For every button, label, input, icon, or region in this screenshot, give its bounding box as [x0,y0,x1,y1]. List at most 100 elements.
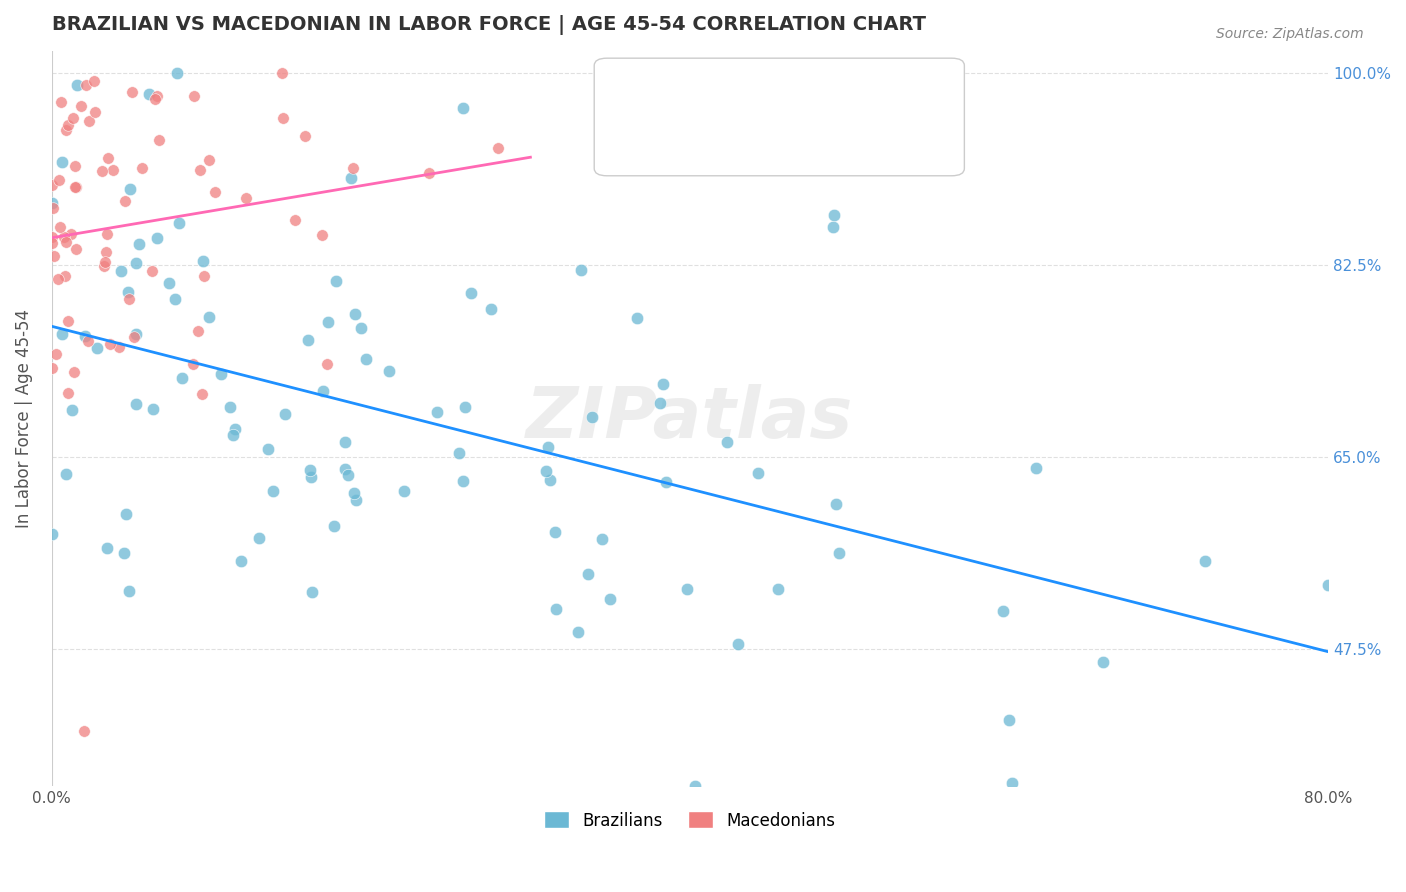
Point [301,584,323,599]
Point [48,173,70,187]
Point [181,357,204,371]
Point [1001,776,1024,790]
Point [460,285,482,300]
Point [453,474,475,488]
Point [316,315,339,329]
Point [170,371,193,385]
Point [60,227,83,242]
Point [65,242,87,256]
Point [83,74,105,88]
Point [311,384,333,398]
Point [569,262,592,277]
Point [333,434,356,449]
Point [63,365,86,379]
Point [727,637,749,651]
Point [41,527,63,541]
Point [537,440,560,454]
Point [311,227,333,242]
Point [335,462,357,476]
Point [257,442,280,456]
Point [322,518,344,533]
Point [204,185,226,199]
Point [63,180,86,194]
Point [655,475,678,489]
Point [222,428,245,442]
Point [426,405,449,419]
Point [247,531,270,545]
Point [146,88,169,103]
Point [77,334,100,349]
Point [141,264,163,278]
Point [1194,554,1216,568]
Point [148,133,170,147]
Point [51,155,73,169]
Point [183,89,205,103]
Point [191,253,214,268]
Point [108,340,131,354]
Point [49,219,72,234]
Point [48,272,70,286]
Legend: Brazilians, Macedonians: Brazilians, Macedonians [537,805,842,836]
Point [488,141,510,155]
Point [336,468,359,483]
Point [821,220,844,235]
Point [342,161,364,176]
Point [75,329,97,343]
Point [231,554,253,568]
Point [828,545,851,559]
Point [138,87,160,102]
Point [447,446,470,460]
Point [747,466,769,480]
Point [599,592,621,607]
Point [86,342,108,356]
Point [378,364,401,378]
Point [56,314,79,328]
Point [273,111,295,125]
Point [62,112,84,126]
Point [93,259,115,273]
Point [53,269,76,284]
Point [825,497,848,511]
Point [45,347,67,361]
Point [650,396,672,410]
Text: ZIPatlas: ZIPatlas [526,384,853,453]
Point [114,194,136,208]
Point [262,484,284,499]
Point [110,264,132,278]
Text: Source: ZipAtlas.com: Source: ZipAtlas.com [1216,27,1364,41]
Point [41,230,63,244]
Point [163,292,186,306]
Point [198,310,221,324]
Point [652,376,675,391]
Point [298,463,321,477]
Point [131,161,153,176]
Point [823,209,845,223]
FancyBboxPatch shape [595,58,965,176]
Point [273,407,295,421]
Point [166,66,188,80]
Point [42,249,65,263]
Point [766,582,789,596]
Point [97,151,120,165]
Point [581,410,603,425]
Point [145,230,167,244]
Point [544,602,567,616]
Point [451,101,474,115]
Point [66,78,89,92]
Point [626,310,648,325]
Point [339,171,361,186]
Point [42,201,65,215]
Point [354,352,377,367]
Point [344,493,367,508]
Point [224,422,246,436]
Point [94,255,117,269]
Point [84,105,107,120]
Point [683,779,706,793]
Point [143,91,166,105]
Point [567,625,589,640]
Point [58,118,80,132]
Point [157,276,180,290]
Point [344,307,367,321]
Point [60,403,83,417]
Point [41,360,63,375]
